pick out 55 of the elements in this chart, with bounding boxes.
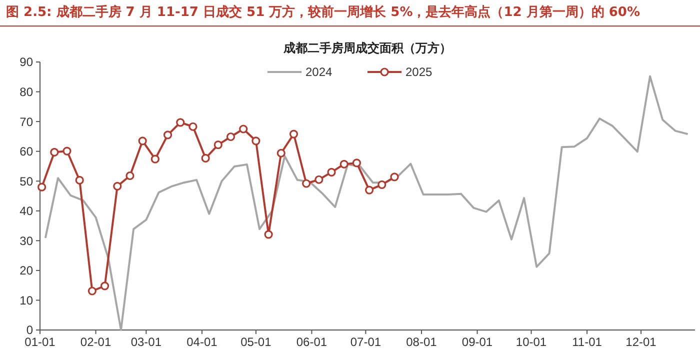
y-tick-label: 30 bbox=[20, 234, 34, 248]
point bbox=[176, 118, 185, 127]
point bbox=[276, 148, 286, 158]
point bbox=[201, 154, 210, 162]
point bbox=[365, 186, 374, 194]
point bbox=[150, 154, 160, 164]
point bbox=[50, 148, 59, 157]
x-tick-label: 10-01 bbox=[516, 335, 547, 349]
point bbox=[327, 168, 336, 176]
point bbox=[113, 182, 122, 190]
point bbox=[378, 180, 386, 189]
point bbox=[390, 172, 399, 182]
y-tick-label: 0 bbox=[26, 323, 34, 338]
point bbox=[88, 286, 96, 296]
point bbox=[75, 176, 84, 185]
y-tick-label: 90 bbox=[20, 55, 34, 70]
y-tick-label: 70 bbox=[20, 114, 34, 129]
x-tick-label: 05-01 bbox=[240, 335, 272, 349]
legend-label: 2024 bbox=[306, 65, 333, 80]
chart-title: 图 2.5: 成都二手房 7 月 11-17 日成交 51 万方，较前一周增长 5%，是去年高点（12 月第一周）的 60% bbox=[6, 4, 640, 20]
point bbox=[62, 146, 72, 156]
chart-subtitle: 成都二手房周成交面积（万方） bbox=[282, 41, 452, 55]
point bbox=[239, 124, 248, 134]
x-tick-label: 07-01 bbox=[350, 335, 382, 349]
point bbox=[289, 130, 298, 138]
x-tick-label: 11-01 bbox=[572, 335, 602, 349]
legend-label: 2025 bbox=[406, 65, 433, 80]
x-tick-label: 02-01 bbox=[80, 335, 112, 349]
point bbox=[126, 171, 134, 180]
y-tick-label: 20 bbox=[20, 264, 34, 278]
point bbox=[38, 182, 46, 192]
x-tick-label: 01-01 bbox=[24, 335, 56, 349]
x-tick-label: 04-01 bbox=[186, 335, 218, 349]
point bbox=[264, 230, 273, 239]
point bbox=[340, 160, 348, 168]
y-tick-label: 50 bbox=[20, 174, 34, 188]
point bbox=[163, 130, 172, 140]
point bbox=[138, 136, 147, 146]
point bbox=[100, 282, 110, 290]
point bbox=[352, 158, 362, 168]
point bbox=[188, 122, 198, 131]
y-tick-label: 40 bbox=[20, 204, 34, 218]
y-tick-label: 80 bbox=[20, 84, 34, 99]
y-tick-label: 10 bbox=[20, 293, 34, 308]
point bbox=[302, 179, 311, 188]
point bbox=[226, 132, 236, 142]
x-tick-label: 03-01 bbox=[130, 335, 162, 349]
y-tick-label: 60 bbox=[20, 144, 34, 159]
point bbox=[214, 140, 222, 150]
point bbox=[314, 175, 324, 184]
x-tick-label: 08-01 bbox=[406, 335, 438, 349]
point bbox=[252, 136, 260, 146]
x-tick-label: 12-01 bbox=[626, 335, 657, 349]
x-tick-label: 09-01 bbox=[462, 335, 493, 349]
x-tick-label: 06-01 bbox=[296, 335, 328, 349]
